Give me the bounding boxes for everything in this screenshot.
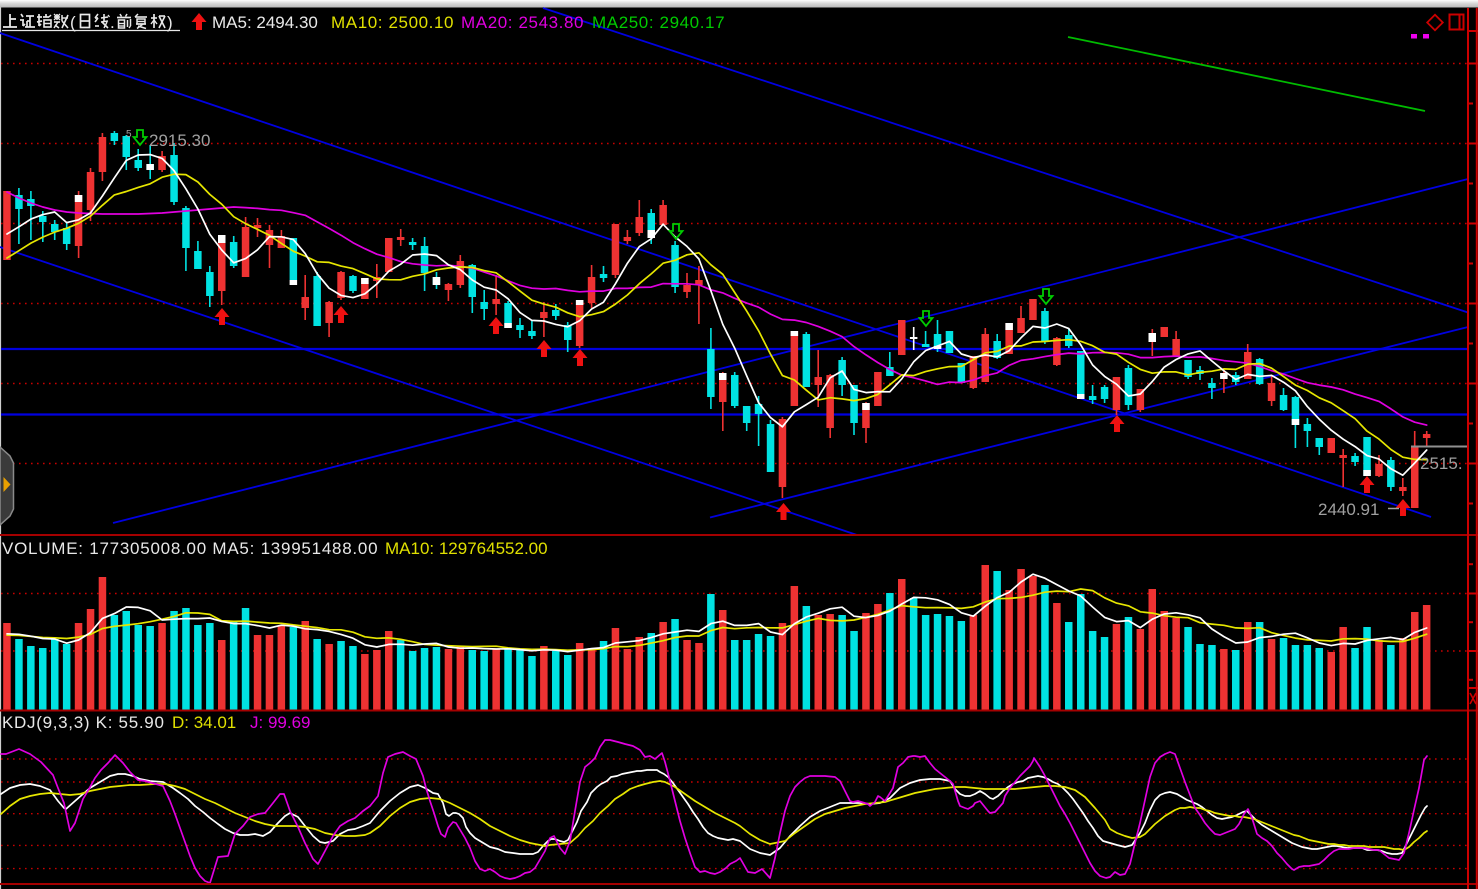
- svg-text:MA250: 2940.17: MA250: 2940.17: [592, 13, 725, 32]
- svg-text:MA10: 2500.10: MA10: 2500.10: [331, 13, 454, 32]
- svg-text:VOLUME: 177305008.00 MA5: 1399: VOLUME: 177305008.00 MA5: 139951488.00: [2, 539, 378, 558]
- svg-text:.: .: [110, 13, 115, 32]
- svg-text:MA20: 2543.80: MA20: 2543.80: [461, 13, 584, 32]
- svg-text:2515.: 2515.: [1420, 454, 1463, 473]
- svg-text:D: 34.01: D: 34.01: [172, 713, 236, 732]
- svg-text:(: (: [70, 13, 76, 32]
- svg-text:MA5: 2494.30: MA5: 2494.30: [212, 13, 318, 32]
- svg-text:2440.91: 2440.91: [1318, 500, 1379, 519]
- svg-text:2915.30: 2915.30: [149, 131, 210, 150]
- svg-text:): ): [167, 13, 173, 32]
- svg-text:KDJ(9,3,3) K: 55.90: KDJ(9,3,3) K: 55.90: [2, 713, 165, 732]
- svg-text:J: 99.69: J: 99.69: [250, 713, 311, 732]
- svg-text:MA10: 129764552.00: MA10: 129764552.00: [385, 539, 548, 558]
- svg-text:5: 5: [126, 129, 132, 140]
